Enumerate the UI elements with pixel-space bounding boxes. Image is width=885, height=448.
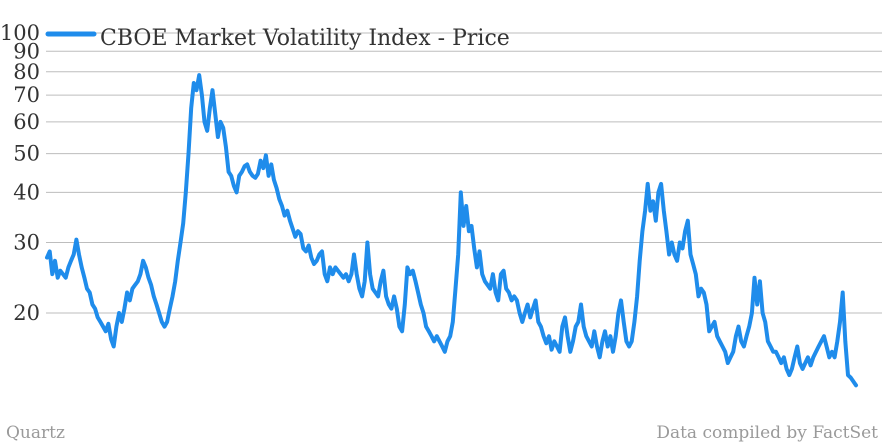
- legend: CBOE Market Volatility Index - Price: [45, 26, 510, 51]
- y-tick-label-70: 70: [13, 83, 40, 107]
- y-tick-label-80: 80: [13, 60, 40, 84]
- y-tick-label-100: 100: [0, 21, 40, 45]
- y-tick-label-50: 50: [13, 142, 40, 166]
- y-tick-label-60: 60: [13, 110, 40, 134]
- footer-source-left: Quartz: [6, 423, 65, 443]
- y-tick-label-90: 90: [13, 39, 40, 63]
- series-line-vix: [45, 73, 858, 388]
- footer-source-right: Data compiled by FactSet: [656, 423, 878, 443]
- y-tick-label-40: 40: [13, 180, 40, 204]
- y-tick-label-20: 20: [13, 301, 40, 325]
- legend-label: CBOE Market Volatility Index - Price: [100, 26, 510, 51]
- y-tick-label-30: 30: [13, 231, 40, 255]
- gridlines: [46, 32, 882, 314]
